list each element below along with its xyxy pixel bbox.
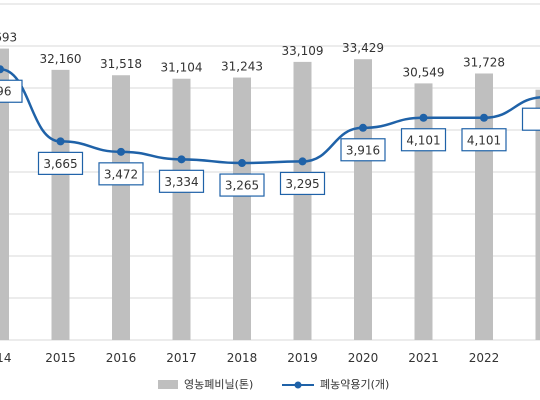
line-marker [359,123,367,132]
x-axis: 014201520162017201820192020202120222 [0,351,500,365]
x-tick-label: 2017 [166,351,197,365]
line-value-label: 4 [521,107,540,131]
bar [233,77,251,340]
line-value-label: 3,265 [219,173,265,197]
bar [535,89,540,341]
bar [293,61,312,340]
line-marker [419,113,428,122]
legend-bar-label: 영농폐비닐(톤) [184,378,253,391]
line-value-label: 3,665 [37,151,84,175]
bar-series [0,48,540,341]
bar-value-label: 30,549 [403,65,445,79]
line-label-text: 3,265 [225,179,259,193]
line-label-text: 4,101 [467,133,501,147]
bar-value-label: 3,693 [0,31,17,45]
line-label-box [0,79,23,103]
line-value-label: 3,334 [158,169,205,193]
line-label-box [37,151,84,175]
x-tick-label: 014 [0,351,11,365]
gridlines [0,3,540,341]
bar [51,69,70,340]
bar [112,75,130,340]
line-marker [117,147,125,156]
bar-labels: 3,693 32,160 31,518 31,104 31,243 33,109 33,42… [0,31,505,80]
legend-bar-swatch [158,380,178,389]
line-marker [480,113,488,122]
line-value-label: 3,472 [98,162,144,186]
line-label-text: 3,472 [104,167,138,181]
x-tick-label: 2018 [227,351,258,365]
line-label-text: 3,916 [346,143,380,157]
line-marker [177,155,186,164]
line-marker [0,65,4,74]
bar-value-label: 31,243 [221,60,263,74]
bar [354,59,372,340]
line-series [0,65,540,168]
line-labels: 996 3,665 3,472 3,334 3,265 3,295 3,916 4,101 4,… [0,79,540,197]
legend-line-marker [294,381,302,389]
line-value-label: 996 [0,79,23,103]
bar-value-label: 31,728 [463,55,505,69]
line-label-box [461,128,507,152]
line-marker [56,137,65,146]
line-label-box [340,138,386,162]
x-tick-label: 2015 [45,351,76,365]
line-label-box [521,107,540,131]
x-tick-label: 2019 [287,351,318,365]
line-label-text: 996 [0,85,11,99]
x-tick-label: 2016 [106,351,137,365]
line-path [0,67,540,165]
x-tick-label: 2021 [408,351,439,365]
line-label-text: 4,101 [406,133,440,147]
line-label-box [98,162,144,186]
line-label-box [400,128,447,152]
bar [475,73,493,340]
bar-value-label: 33,429 [342,41,384,55]
line-marker [298,157,307,166]
bar-value-label: 31,518 [100,57,142,71]
line-label-box [158,169,205,193]
bar-value-label: 32,160 [40,52,82,66]
x-tick-label: 2022 [469,351,500,365]
x-tick-label: 2020 [348,351,379,365]
bar [0,48,9,341]
line-marker [238,159,246,168]
line-label-text: 3,334 [164,175,198,189]
legend-line-label: 폐농약용기(개) [320,377,389,391]
bar-value-label: 33,109 [282,44,324,58]
line-label-text: 3,295 [285,177,319,191]
line-value-label: 3,295 [279,171,326,196]
bar [414,83,433,340]
legend: 영농폐비닐(톤) 폐농약용기(개) [158,377,389,391]
line-label-box [219,173,265,197]
bar-value-label: 31,104 [161,61,203,75]
line-value-label: 4,101 [400,128,447,152]
bar [172,78,191,340]
line-value-label: 3,916 [340,138,386,162]
line-label-box [279,171,326,196]
line-value-label: 4,101 [461,128,507,152]
line-label-text: 3,665 [43,157,77,171]
